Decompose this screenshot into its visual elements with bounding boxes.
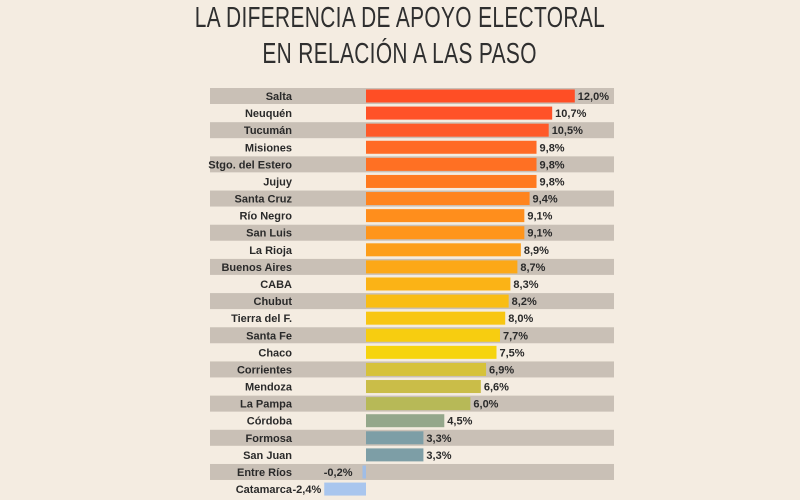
value-label: 7,5% (500, 347, 525, 359)
row-stripe (210, 463, 614, 480)
category-label: Formosa (246, 433, 293, 445)
value-label: 10,7% (555, 108, 586, 120)
value-label: 3,3% (426, 433, 451, 445)
bar (366, 209, 525, 223)
category-label: La Pampa (240, 399, 293, 411)
category-label: Río Negro (239, 211, 292, 223)
category-label: Chaco (258, 347, 292, 359)
category-label: San Juan (243, 450, 292, 462)
category-label: Córdoba (247, 416, 293, 428)
bar (366, 140, 537, 154)
value-label: 8,2% (512, 296, 537, 308)
bar (366, 448, 424, 462)
category-label: Jujuy (263, 176, 293, 188)
chart-title-line-2: EN RELACIÓN A LAS PASO (262, 38, 538, 70)
value-label: 7,7% (503, 330, 528, 342)
value-label: 3,3% (426, 450, 451, 462)
bar (366, 431, 424, 445)
value-label: 10,5% (552, 125, 583, 137)
category-label: Entre Ríos (237, 467, 292, 479)
bar (366, 226, 525, 240)
bar (366, 260, 518, 274)
bar (366, 397, 471, 411)
value-label: 8,9% (524, 245, 549, 257)
value-label: -2,4% (292, 484, 321, 496)
category-label: Tierra del F. (231, 313, 292, 325)
bar (366, 362, 487, 376)
category-label: Corrientes (237, 364, 292, 376)
category-label: Mendoza (245, 382, 293, 394)
bar (366, 345, 497, 359)
category-label: Stgo. del Estero (208, 159, 292, 171)
bar (366, 277, 511, 291)
category-label: Misiones (245, 142, 292, 154)
category-label: Tucumán (244, 125, 292, 137)
category-label: Santa Cruz (235, 194, 293, 206)
value-label: 6,9% (489, 364, 514, 376)
category-label: Salta (266, 91, 293, 103)
value-label: 6,6% (484, 382, 509, 394)
category-label: Santa Fe (246, 330, 292, 342)
bar (366, 89, 575, 103)
bar (366, 414, 445, 428)
bar (366, 294, 509, 308)
category-label: Neuquén (245, 108, 292, 120)
value-label: 9,1% (527, 211, 552, 223)
bar (366, 106, 553, 120)
value-label: 8,0% (508, 313, 533, 325)
category-label: Catamarca (236, 484, 293, 496)
bar (366, 157, 537, 171)
value-label: 8,7% (520, 262, 545, 274)
category-label: Chubut (254, 296, 293, 308)
bar (366, 380, 481, 394)
value-label: 12,0% (578, 91, 609, 103)
value-label: 9,4% (533, 194, 558, 206)
value-label: 9,1% (527, 228, 552, 240)
bar (366, 328, 500, 342)
value-label: 9,8% (540, 159, 565, 171)
category-label: Buenos Aires (221, 262, 292, 274)
value-label: 9,8% (540, 142, 565, 154)
bar (324, 482, 366, 496)
bar (366, 123, 549, 137)
bar (366, 243, 521, 257)
category-label: CABA (260, 279, 292, 291)
bar (366, 192, 530, 206)
bar (362, 465, 366, 479)
value-label: 8,3% (513, 279, 538, 291)
bar (366, 174, 537, 188)
value-label: 4,5% (447, 416, 472, 428)
value-label: 9,8% (540, 176, 565, 188)
bar (366, 311, 506, 325)
category-label: San Luis (246, 228, 292, 240)
value-label: 6,0% (473, 399, 498, 411)
chart-title-line-1: LA DIFERENCIA DE APOYO ELECTORAL (194, 2, 606, 34)
value-label: -0,2% (324, 467, 353, 479)
category-label: La Rioja (249, 245, 293, 257)
